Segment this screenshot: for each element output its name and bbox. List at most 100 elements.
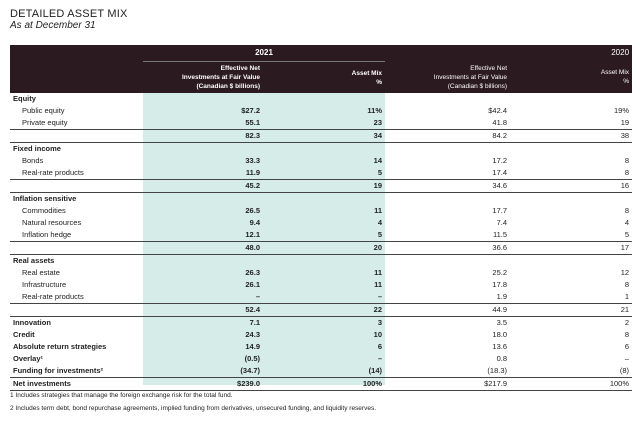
value-cell: 26.1 (245, 280, 260, 289)
column-header: Effective Net Investments at Fair Value (C… (385, 61, 511, 93)
row-label: Bonds (22, 156, 44, 165)
value-cell: 100% (510, 377, 633, 391)
table-row: Fixed income (10, 142, 633, 155)
column-header: Effective Net Investments at Fair Value (C… (143, 61, 263, 93)
value-cell: 26.3 (245, 268, 260, 277)
column-header-line: (Canadian $ billions) (447, 82, 508, 90)
value-cell: 19% (614, 106, 630, 115)
value-cell: 25.2 (492, 268, 508, 277)
value-cell: 100% (263, 377, 386, 391)
value-cell: 21 (510, 303, 633, 317)
row-label: Public equity (22, 106, 65, 115)
value-cell: 33.3 (245, 156, 260, 165)
column-header-line: % (376, 78, 383, 86)
table-row: Inflation sensitive (10, 192, 633, 205)
value-cell: 5 (377, 168, 383, 177)
table-row: Equity (10, 93, 632, 105)
row-label: Commodities (22, 206, 66, 215)
table-row: 52.4 22 44.9 21 (10, 303, 633, 317)
row-label (10, 241, 143, 255)
footnote: 2 Includes term debt, bond repurchase ag… (10, 405, 377, 412)
value-cell: 8 (624, 206, 630, 215)
value-cell: 1 (624, 292, 630, 301)
value-cell: – (377, 354, 383, 363)
section-heading: Real assets (10, 254, 633, 267)
row-label: Infrastructure (22, 280, 67, 289)
section-heading: Equity (13, 94, 36, 103)
value-cell: 8 (624, 168, 630, 177)
column-header-line: % (623, 78, 630, 86)
row-label: Absolute return strategies (13, 342, 107, 351)
table-row: Infrastructure 26.1 11 17.8 8 (10, 279, 632, 291)
table-row: Innovation 7.1 3 3.5 2 (10, 316, 633, 329)
value-cell: 11.5 (492, 230, 508, 239)
value-cell: 55.1 (245, 118, 260, 127)
value-cell: $42.4 (488, 106, 508, 115)
value-cell: 17.7 (492, 206, 508, 215)
row-label (10, 129, 143, 143)
value-cell: (0.5) (244, 354, 260, 363)
column-header-line: Effective Net (220, 65, 260, 72)
year-header: 2020 (385, 45, 633, 62)
value-cell: 11 (374, 206, 383, 215)
table-row: Real-rate products 11.9 5 17.4 8 (10, 167, 632, 180)
value-cell: 4 (624, 218, 630, 227)
column-header-line: Asset Mix (600, 69, 630, 77)
value-cell: (14) (368, 366, 383, 375)
value-cell: 12.1 (245, 230, 260, 239)
value-cell: 7.1 (143, 316, 263, 329)
value-cell: 11 (374, 268, 383, 277)
column-header-line: Asset Mix (351, 69, 383, 77)
row-label: Net investments (10, 377, 143, 391)
value-cell: 14.9 (245, 342, 260, 351)
row-label: Real-rate products (22, 292, 84, 301)
column-header: Asset Mix% (263, 61, 386, 93)
value-cell: 84.2 (385, 129, 511, 143)
column-header-line: Investments at Fair Value (181, 74, 260, 81)
value-cell: – (377, 292, 383, 301)
table-row: Absolute return strategies 14.9 6 13.6 6 (10, 341, 632, 353)
value-cell: 24.3 (245, 330, 260, 339)
row-label (10, 303, 143, 317)
row-label: Private equity (22, 118, 68, 127)
table-row: 2021 2020 (10, 45, 633, 62)
row-label: Credit (13, 330, 35, 339)
value-cell: 52.4 (143, 303, 263, 317)
value-cell: 19 (263, 179, 386, 193)
table-row: Private equity 55.1 23 41.8 19 (10, 117, 632, 130)
value-cell: 38 (510, 129, 633, 143)
value-cell: 44.9 (385, 303, 511, 317)
value-cell: $239.0 (143, 377, 263, 391)
value-cell: 10 (373, 330, 383, 339)
table-row: Real estate 26.3 11 25.2 12 (10, 267, 632, 279)
value-cell: 26.5 (245, 206, 260, 215)
value-cell: 36.6 (385, 241, 511, 255)
value-cell: 18.0 (492, 330, 508, 339)
value-cell: $217.9 (385, 377, 511, 391)
value-cell: – (255, 292, 260, 301)
value-cell: 23 (373, 118, 383, 127)
row-label: Real-rate products (22, 168, 84, 177)
value-cell: 1.9 (496, 292, 508, 301)
value-cell: 34 (263, 129, 386, 143)
row-label: Real estate (22, 268, 60, 277)
table-row: Commodities 26.5 11 17.7 8 (10, 205, 632, 217)
value-cell: 3 (263, 316, 386, 329)
table-row: Overlay¹ (0.5) – 0.8 – (10, 353, 632, 365)
year-header: 2021 (143, 45, 386, 62)
table-row: Inflation hedge 12.1 5 11.5 5 (10, 229, 632, 242)
table-row: 45.2 19 34.6 16 (10, 179, 633, 193)
value-cell: 8 (624, 156, 630, 165)
value-cell: (34.7) (240, 366, 260, 375)
value-cell: 11% (367, 106, 383, 115)
header-cell (10, 45, 143, 62)
header-cell (10, 61, 143, 93)
table-row: Real assets (10, 254, 633, 267)
value-cell: – (624, 354, 630, 363)
section-heading: Inflation sensitive (10, 192, 633, 205)
value-cell: 6 (624, 342, 630, 351)
value-cell: 22 (263, 303, 386, 317)
value-cell: 5 (624, 230, 630, 239)
value-cell: 19 (620, 118, 630, 127)
